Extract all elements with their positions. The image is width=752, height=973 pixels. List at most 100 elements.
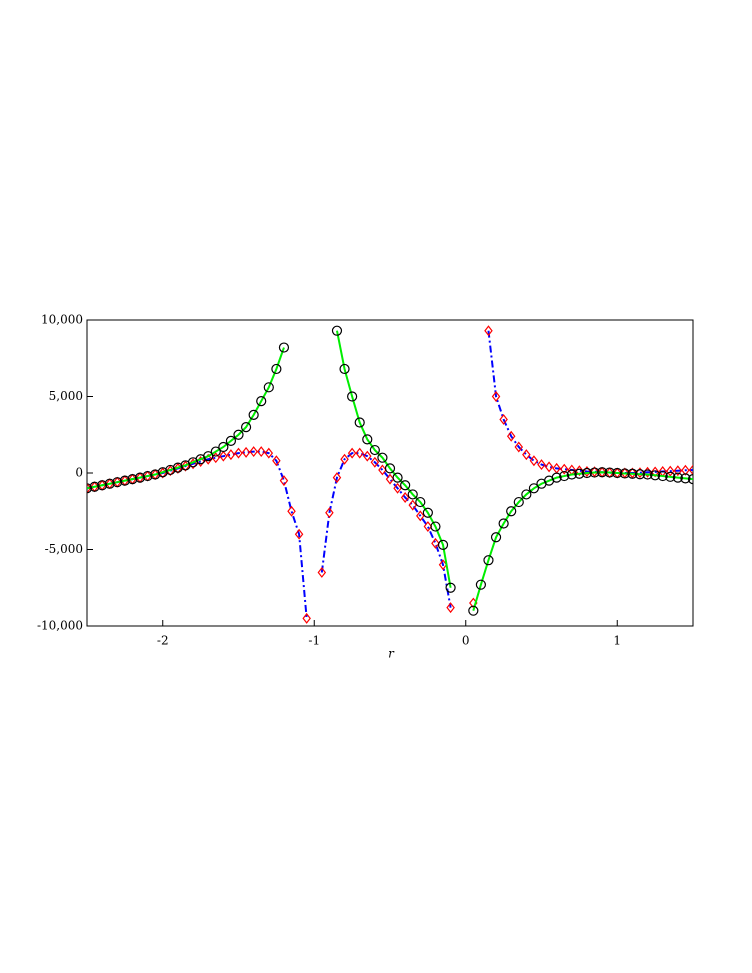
diamond-marker	[317, 566, 327, 578]
circle-marker	[225, 435, 237, 446]
circle-marker	[392, 472, 403, 483]
circle-marker	[437, 539, 449, 551]
x-tick-label: -1	[308, 634, 320, 648]
diamond-marker	[673, 465, 683, 477]
diamond-marker	[325, 507, 334, 519]
circle-marker	[400, 480, 411, 491]
circle-marker	[165, 464, 176, 476]
circle-marker	[263, 382, 274, 393]
circle-marker	[407, 489, 418, 500]
diamond-marker	[264, 447, 274, 459]
circle-marker	[468, 605, 479, 616]
diamond-marker	[393, 482, 402, 494]
circle-marker	[142, 470, 153, 482]
circle-marker	[104, 478, 115, 489]
diamond-marker	[506, 430, 516, 442]
circle-marker	[506, 506, 517, 517]
x-axis-label: r	[388, 647, 395, 661]
circle-marker	[218, 441, 229, 453]
circle-marker	[233, 429, 244, 440]
circle-marker	[430, 521, 441, 532]
diamond-marker	[256, 446, 266, 458]
diamond-marker	[272, 455, 281, 467]
circle-marker	[339, 363, 350, 375]
diamond-marker	[446, 602, 455, 614]
diamond-marker	[363, 450, 372, 462]
circle-marker	[483, 555, 494, 566]
diamond-marker	[582, 465, 592, 477]
circle-marker	[642, 469, 653, 480]
diamond-marker	[666, 465, 675, 477]
circle-marker	[672, 472, 683, 483]
y-tick-label: 5,000	[49, 389, 83, 403]
circle-marker	[210, 446, 221, 457]
diamond-marker	[522, 449, 531, 461]
diamond-marker	[681, 464, 690, 476]
circle-marker	[248, 409, 259, 420]
circle-marker	[680, 473, 691, 484]
diamond-marker	[241, 446, 251, 458]
circle-marker	[415, 496, 426, 508]
circle-marker	[89, 481, 100, 492]
circle-marker	[581, 467, 593, 479]
y-tick-label: -10,000	[37, 619, 83, 633]
diamond-marker	[211, 452, 221, 464]
diamond-marker	[385, 473, 395, 485]
diamond-marker	[628, 467, 637, 479]
circle-marker	[87, 483, 93, 494]
circle-marker	[354, 417, 365, 428]
circle-marker	[331, 325, 343, 336]
circle-marker	[475, 579, 486, 590]
circle-marker	[422, 507, 433, 518]
diamond-marker	[416, 510, 425, 522]
circle-marker	[687, 474, 693, 485]
diamond-marker	[340, 453, 349, 465]
diamond-marker	[249, 446, 258, 458]
plot-area	[87, 325, 693, 624]
diamond-marker	[650, 466, 660, 478]
x-tick-label: -2	[157, 634, 169, 648]
circle-marker	[604, 467, 615, 478]
y-tick-label: -5,000	[45, 542, 83, 556]
diamond-marker	[294, 528, 304, 540]
diamond-marker	[499, 413, 508, 425]
circle-marker	[240, 422, 252, 433]
diamond-marker	[400, 492, 410, 503]
circle-marker	[665, 471, 676, 482]
circle-marker	[589, 467, 600, 478]
diamond-marker	[279, 475, 289, 487]
circle-marker	[377, 452, 388, 463]
diamond-marker	[378, 464, 387, 476]
diamond-marker	[688, 464, 693, 476]
diamond-marker	[491, 391, 501, 402]
circle-marker	[559, 470, 570, 482]
circle-marker	[369, 444, 380, 456]
circle-marker	[134, 472, 146, 483]
circle-marker	[513, 496, 524, 508]
diamond-marker	[408, 499, 417, 511]
diamond-marker	[87, 482, 92, 494]
circle-marker	[172, 462, 183, 473]
diamond-marker	[287, 505, 296, 517]
diamond-marker	[514, 441, 524, 453]
diamond-marker	[484, 325, 493, 337]
circle-marker	[596, 467, 608, 478]
circle-marker	[445, 582, 456, 593]
diamond-marker	[635, 467, 645, 479]
diamond-marker	[559, 463, 569, 475]
circle-marker	[112, 477, 123, 488]
circle-marker	[566, 469, 577, 480]
circle-marker	[127, 474, 138, 485]
x-tick-label: 0	[462, 634, 470, 648]
y-tick-label: 0	[75, 466, 83, 480]
circle-marker	[551, 472, 562, 483]
circle-marker	[619, 468, 630, 479]
diamond-marker	[355, 447, 364, 459]
diamond-marker	[302, 612, 311, 624]
circle-marker	[528, 483, 540, 494]
circle-marker	[203, 451, 214, 462]
diamond-marker	[431, 537, 440, 549]
circle-marker	[498, 518, 509, 529]
circle-marker	[634, 469, 646, 480]
